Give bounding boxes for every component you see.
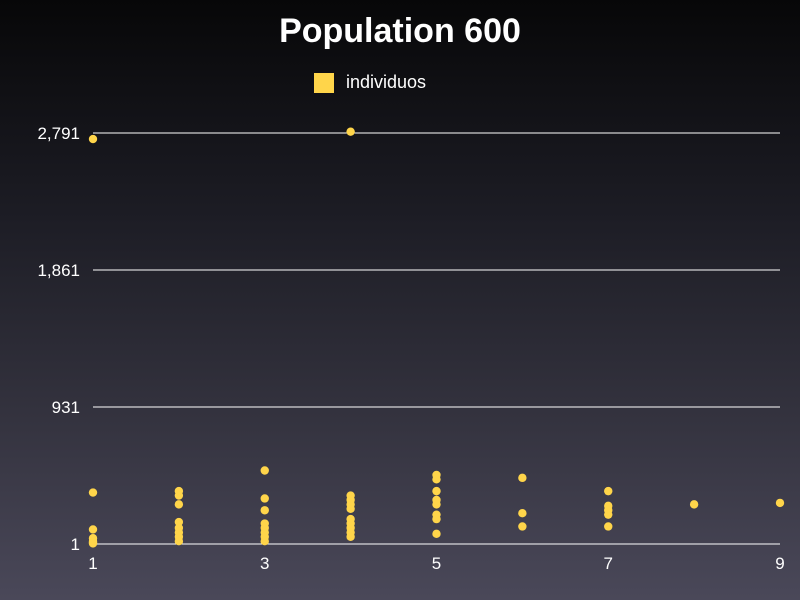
data-point — [432, 486, 441, 496]
data-point — [260, 537, 269, 546]
x-tick-label: 1 — [88, 554, 97, 573]
y-tick-label: 1,861 — [37, 261, 80, 280]
axis-ticks: 1 931 1,861 2,791 1 3 5 7 9 — [37, 124, 784, 573]
x-tick-label: 5 — [432, 554, 441, 573]
data-point — [346, 532, 355, 541]
data-point — [88, 525, 98, 534]
data-point — [518, 522, 527, 531]
data-point — [174, 517, 184, 527]
y-tick-label: 2,791 — [37, 124, 80, 143]
legend-label-individuos: individuos — [345, 72, 427, 92]
data-point — [604, 522, 613, 531]
data-point — [518, 473, 527, 483]
data-point — [260, 466, 269, 475]
data-point — [604, 486, 613, 496]
y-tick-label: 931 — [52, 398, 80, 417]
data-point — [432, 529, 441, 539]
chart-title: Population 600 — [279, 12, 521, 50]
data-point — [174, 491, 184, 500]
data-point — [432, 514, 441, 524]
x-tick-label: 7 — [604, 554, 613, 573]
data-point — [518, 509, 527, 518]
x-tick-label: 3 — [260, 554, 269, 573]
legend-swatch — [313, 72, 334, 93]
data-point — [174, 537, 184, 546]
data-point — [432, 500, 441, 509]
data-point — [260, 494, 269, 503]
data-point — [689, 500, 699, 509]
data-point — [88, 539, 98, 548]
data-point — [346, 127, 355, 136]
y-tick-label: 1 — [71, 535, 80, 554]
data-point — [775, 498, 785, 508]
data-points — [88, 127, 785, 548]
data-point — [174, 500, 184, 509]
data-point — [346, 504, 355, 513]
data-point — [88, 488, 98, 497]
data-point — [88, 134, 98, 144]
x-tick-label: 9 — [775, 554, 784, 573]
legend: individuos — [0, 72, 800, 93]
data-point — [432, 475, 441, 484]
grid-lines — [93, 132, 780, 545]
data-point — [260, 506, 269, 515]
data-point — [604, 510, 613, 519]
